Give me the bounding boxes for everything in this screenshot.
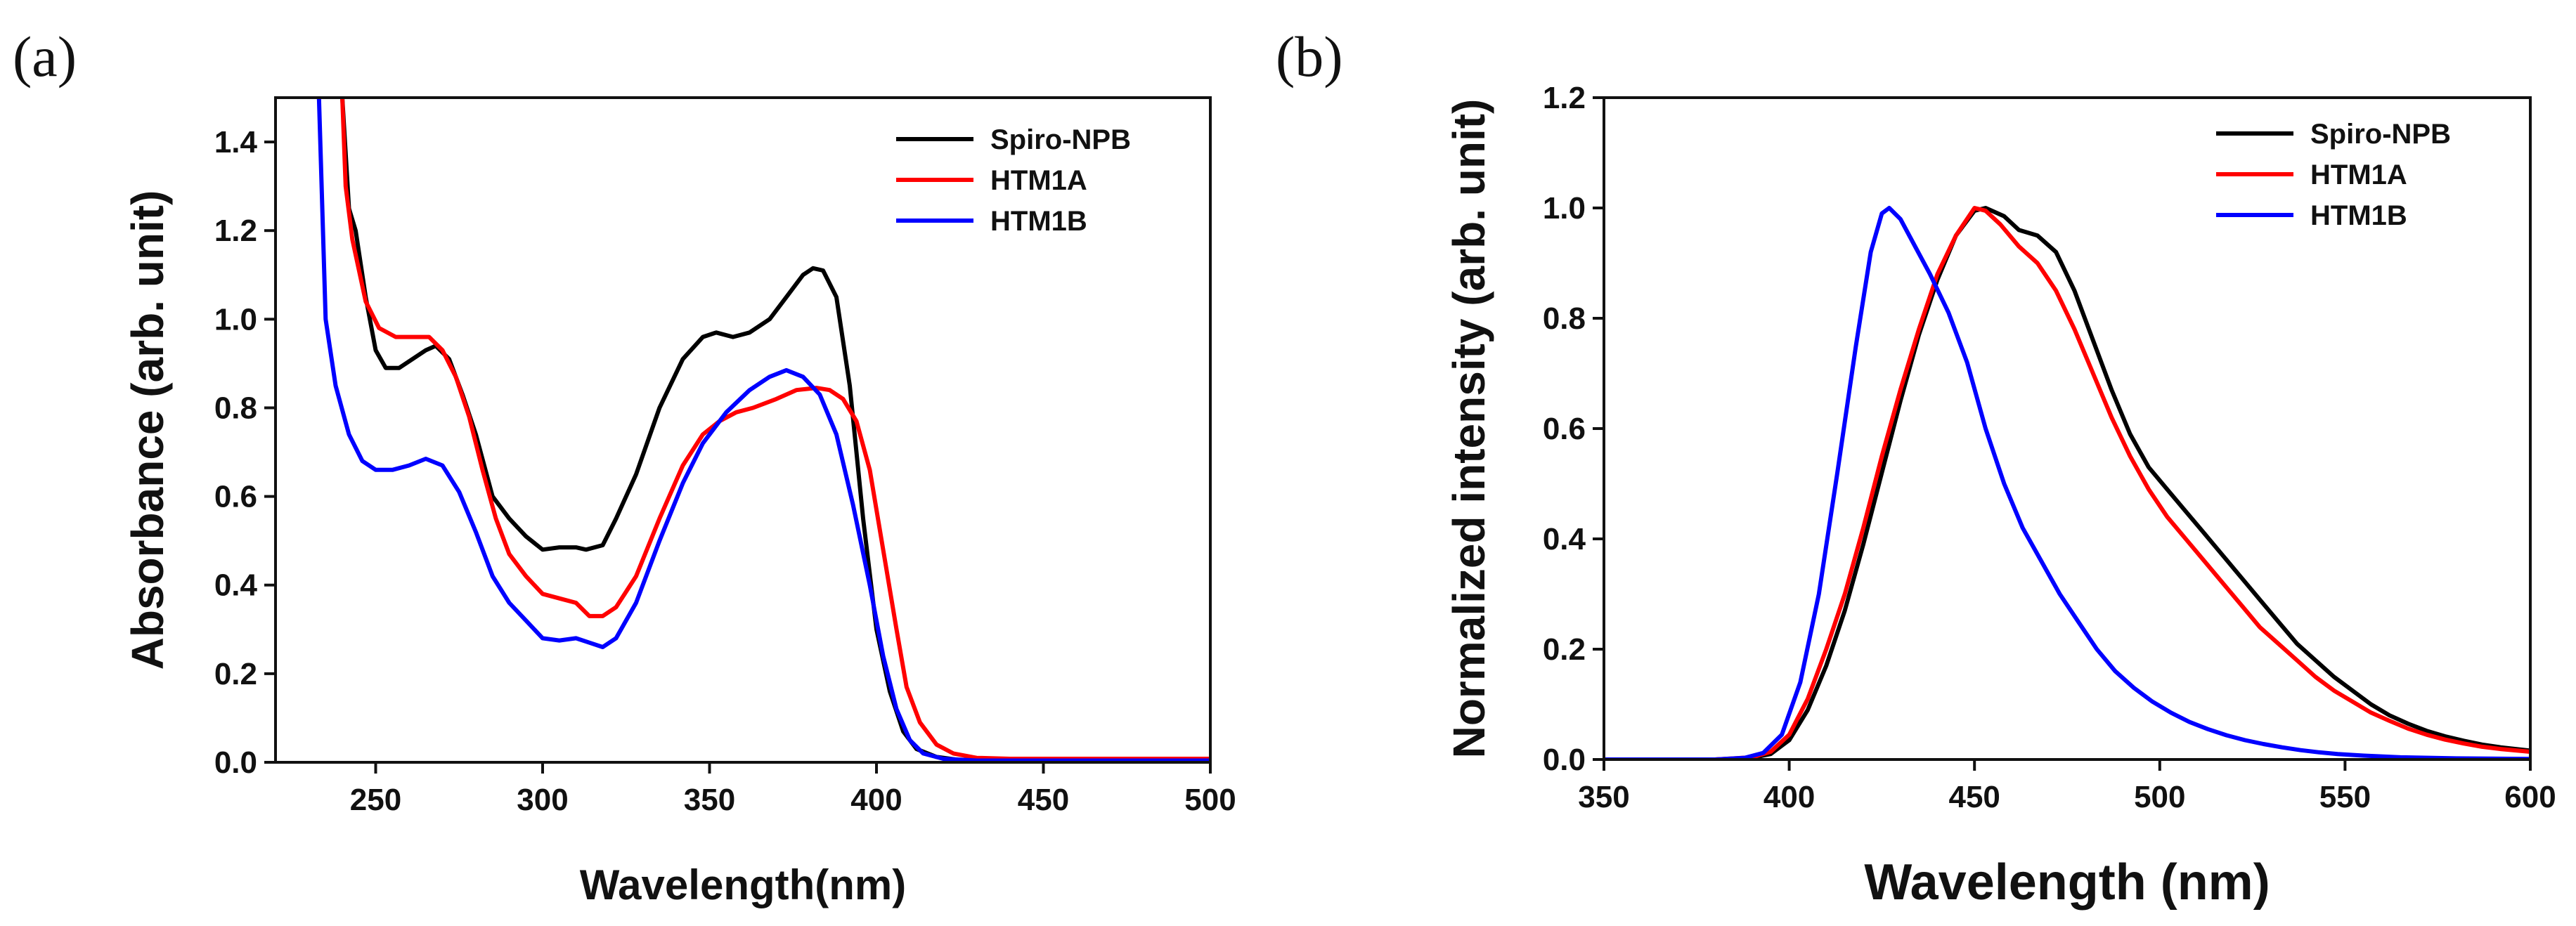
panel-a-x-axis: 250 300 350 400 450 500 — [350, 762, 1236, 817]
panel-b-x-axis: 350 400 450 500 550 600 — [1578, 759, 2556, 814]
panel-b-legend: Spiro-NPB HTM1A HTM1B — [2216, 119, 2451, 231]
y-tick-label: 0.0 — [214, 745, 257, 780]
panel-a-y-axis-label: Absorbance (arb. unit) — [122, 190, 173, 670]
legend-label-htm1b: HTM1B — [2310, 200, 2407, 231]
x-tick-label: 450 — [1018, 783, 1069, 817]
panel-b-label: (b) — [1276, 25, 1343, 89]
panel-a-legend: Spiro-NPB HTM1A HTM1B — [896, 124, 1131, 237]
x-tick-label: 450 — [1948, 780, 2000, 814]
panel-b-y-axis-label: Normalized intensity (arb. unit) — [1444, 99, 1494, 759]
legend-label-spiro-npb: Spiro-NPB — [990, 124, 1131, 155]
x-tick-label: 250 — [350, 783, 401, 817]
x-tick-label: 400 — [1763, 780, 1815, 814]
panel-b-emission-chart: (b) 350 400 450 500 550 600 0.0 0.2 0.4 0.6 0.8 1.… — [1276, 25, 2556, 911]
y-tick-label: 0.8 — [214, 391, 257, 425]
panel-a-plot-area — [316, 98, 1210, 762]
x-tick-label: 500 — [2134, 780, 2185, 814]
y-tick-label: 1.4 — [214, 125, 258, 159]
y-tick-label: 0.2 — [1543, 632, 1586, 667]
panel-a-y-axis: 0.0 0.2 0.4 0.6 0.8 1.0 1.2 1.4 — [214, 125, 276, 780]
panel-b-x-axis-label: Wavelength (nm) — [1864, 854, 2270, 911]
panel-b-y-axis: 0.0 0.2 0.4 0.6 0.8 1.0 1.2 — [1543, 81, 1604, 777]
series-line-htm1a — [1604, 206, 2530, 759]
x-tick-label: 300 — [517, 783, 568, 817]
legend-label-htm1a: HTM1A — [2310, 159, 2407, 190]
panel-a-absorbance-chart: (a) 250 300 350 400 450 500 0.0 0.2 0.4 0.6 0.8 1.… — [13, 25, 1236, 908]
y-tick-label: 0.6 — [214, 480, 257, 514]
panel-b-plot-frame — [1603, 96, 2532, 761]
x-tick-label: 400 — [850, 783, 902, 817]
x-tick-label: 550 — [2319, 780, 2371, 814]
legend-label-htm1a: HTM1A — [990, 165, 1087, 196]
legend-label-spiro-npb: Spiro-NPB — [2310, 119, 2451, 150]
x-tick-label: 350 — [684, 783, 735, 817]
x-tick-label: 500 — [1184, 783, 1236, 817]
series-line-spiro-npb — [1604, 206, 2530, 759]
x-tick-label: 600 — [2504, 780, 2556, 814]
series-line-htm1b — [1604, 206, 2530, 759]
panel-a-x-axis-label: Wavelength(nm) — [580, 861, 906, 908]
series-line-htm1b — [316, 98, 1210, 762]
panel-a-plot-frame — [274, 96, 1212, 764]
legend-label-htm1b: HTM1B — [990, 206, 1087, 237]
panel-b-plot-area — [1604, 206, 2530, 759]
y-tick-label: 0.2 — [214, 657, 257, 691]
y-tick-label: 0.4 — [1543, 522, 1586, 556]
y-tick-label: 0.6 — [1543, 412, 1586, 446]
y-tick-label: 1.2 — [214, 214, 257, 248]
y-tick-label: 0.8 — [1543, 301, 1586, 336]
y-tick-label: 1.2 — [1543, 81, 1586, 115]
y-tick-label: 0.4 — [214, 568, 258, 603]
y-tick-label: 1.0 — [1543, 191, 1586, 226]
y-tick-label: 1.0 — [214, 302, 257, 337]
x-tick-label: 350 — [1578, 780, 1629, 814]
panel-a-label: (a) — [13, 25, 77, 89]
y-tick-label: 0.0 — [1543, 743, 1586, 777]
series-line-htm1a — [340, 98, 1210, 761]
